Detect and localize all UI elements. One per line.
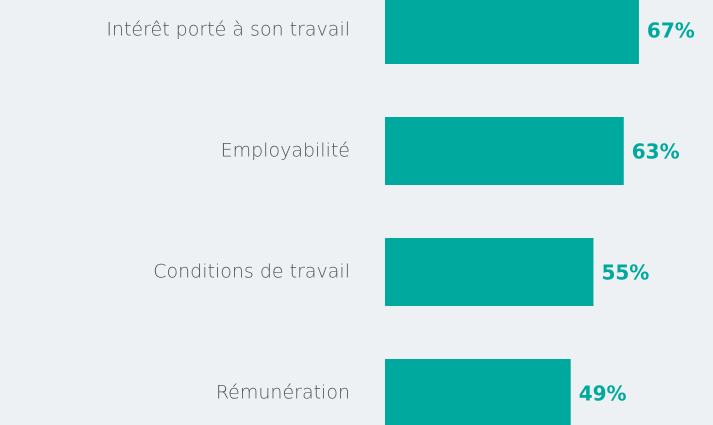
value-label: 67%: [647, 19, 695, 43]
bar: [385, 238, 594, 306]
bar: [385, 359, 571, 425]
category-label: Conditions de travail: [153, 261, 350, 283]
value-label: 63%: [632, 140, 680, 164]
category-label: Rémunération: [216, 382, 350, 404]
value-label: 55%: [601, 261, 649, 285]
category-label: Intérêt porté à son travail: [106, 19, 350, 41]
category-label: Employabilité: [221, 140, 350, 162]
value-label: 49%: [579, 382, 627, 406]
bar: [385, 0, 639, 64]
bar: [385, 117, 624, 185]
